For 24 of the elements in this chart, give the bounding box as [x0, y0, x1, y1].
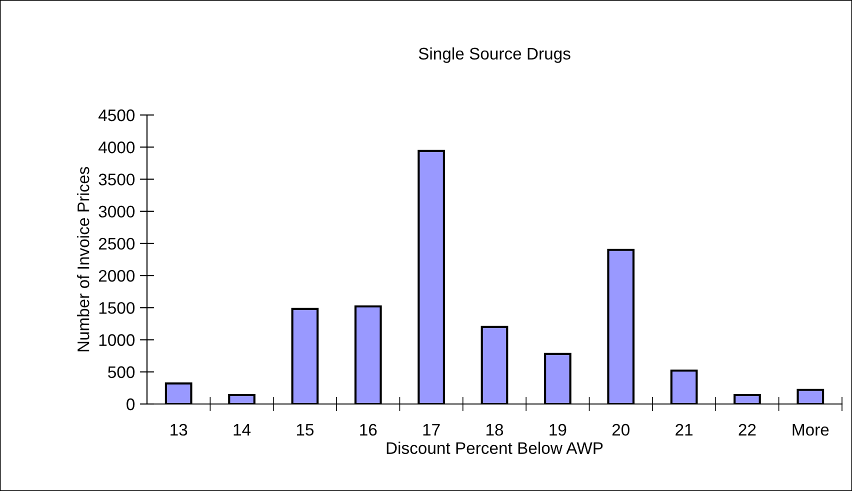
y-tick-label: 2500 — [98, 238, 135, 250]
y-tick-label: 1500 — [99, 302, 135, 314]
y-tick-label: 500 — [108, 366, 135, 378]
y-tick-label: 4500 — [98, 109, 135, 122]
y-tick-label: 0 — [126, 398, 135, 410]
x-tick-label: More — [792, 424, 829, 436]
x-axis-title: Discount Percent Below AWP — [386, 442, 603, 454]
y-tick-label: 3500 — [98, 174, 135, 186]
x-tick-label: 21 — [676, 424, 692, 436]
y-axis-title: Number of Invoice Prices — [77, 167, 90, 352]
x-tick-label: 17 — [423, 424, 440, 436]
x-tick-label: 13 — [170, 424, 188, 436]
x-tick-label: 15 — [296, 424, 314, 436]
x-tick-label: 14 — [234, 424, 251, 436]
x-tick-label: 19 — [550, 424, 566, 436]
x-tick-label: 16 — [360, 424, 377, 436]
chart-title: Single Source Drugs — [418, 47, 570, 63]
x-tick-label: 18 — [486, 424, 504, 436]
y-tick-label: 4000 — [98, 142, 135, 154]
x-tick-label: 22 — [738, 424, 756, 436]
y-tick-label: 1000 — [99, 334, 135, 346]
y-tick-label: 2000 — [98, 270, 135, 282]
y-tick-label: 3000 — [98, 206, 135, 218]
x-tick-label: 20 — [612, 424, 630, 436]
